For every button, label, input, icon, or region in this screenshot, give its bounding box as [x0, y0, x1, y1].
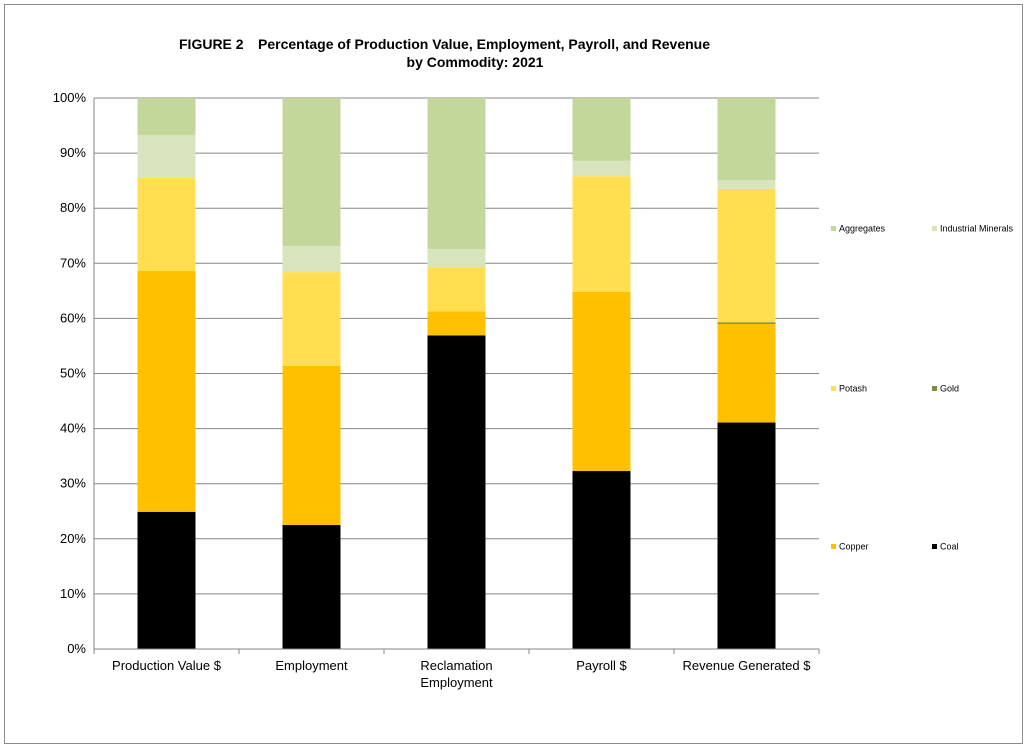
- y-tick-label: 10%: [60, 586, 86, 601]
- bar-segment-aggregates: [427, 98, 486, 249]
- bar-segment-copper: [137, 271, 196, 512]
- bar-segment-copper: [427, 311, 486, 336]
- chart-title-line1: Percentage of Production Value, Employme…: [258, 36, 710, 52]
- bar-segment-aggregates: [282, 98, 341, 247]
- bar-segment-gold: [717, 322, 776, 324]
- bar-segment-potash: [137, 177, 196, 272]
- bar-segment-industrial-minerals: [427, 248, 486, 268]
- x-category-label: Employment: [420, 675, 493, 690]
- bar-segment-coal: [717, 422, 776, 649]
- legend-label: Gold: [940, 384, 959, 394]
- bar-segment-aggregates: [717, 98, 776, 181]
- bar-segment-copper: [717, 323, 776, 423]
- y-tick-label: 60%: [60, 310, 86, 325]
- chart-frame: FIGURE 2 Percentage of Production Value,…: [4, 4, 1023, 744]
- x-category-label: Revenue Generated $: [683, 658, 812, 673]
- legend-swatch-industrial-minerals: [932, 226, 937, 231]
- figure-label: FIGURE 2: [179, 36, 244, 52]
- y-tick-label: 80%: [60, 200, 86, 215]
- y-tick-label: 0%: [67, 641, 86, 656]
- bar-segment-copper: [282, 365, 341, 526]
- legend-label: Copper: [839, 542, 869, 552]
- bar-segment-aggregates: [572, 98, 631, 161]
- y-tick-label: 40%: [60, 421, 86, 436]
- legend-swatch-coal: [932, 544, 937, 549]
- bar-segment-industrial-minerals: [282, 246, 341, 273]
- bar-segment-industrial-minerals: [137, 134, 196, 178]
- x-category-label: Production Value $: [112, 658, 222, 673]
- bar-segment-potash: [717, 188, 776, 323]
- bar-segment-potash: [572, 176, 631, 292]
- legend-label: Aggregates: [839, 224, 886, 234]
- y-tick-label: 90%: [60, 145, 86, 160]
- stacked-bar-chart: FIGURE 2 Percentage of Production Value,…: [53, 36, 1014, 690]
- bar-segment-copper: [572, 291, 631, 472]
- legend-swatch-aggregates: [831, 226, 836, 231]
- y-tick-label: 100%: [53, 90, 87, 105]
- y-tick-label: 50%: [60, 366, 86, 381]
- chart-title-line2: by Commodity: 2021: [407, 54, 544, 70]
- y-tick-label: 20%: [60, 531, 86, 546]
- x-category-label: Employment: [275, 658, 348, 673]
- bar-segment-potash: [282, 272, 341, 366]
- x-category-label: Reclamation: [420, 658, 492, 673]
- axes: 0% 10% 20% 30% 40% 50% 60% 70% 80% 90% 100% Product…: [53, 90, 820, 690]
- legend-swatch-potash: [831, 386, 836, 391]
- bar-segment-industrial-minerals: [572, 160, 631, 177]
- bars: [137, 98, 776, 649]
- legend-swatch-gold: [932, 386, 937, 391]
- legend-label: Potash: [839, 384, 867, 394]
- y-tick-label: 30%: [60, 476, 86, 491]
- bar-segment-coal: [427, 335, 486, 649]
- bar-segment-industrial-minerals: [717, 180, 776, 189]
- legend-label: Industrial Minerals: [940, 224, 1014, 234]
- y-tick-label: 70%: [60, 255, 86, 270]
- bar-segment-potash: [427, 267, 486, 312]
- bar-segment-coal: [137, 511, 196, 649]
- legend: Aggregates Industrial Minerals Potash Gold C…: [831, 224, 1014, 552]
- bar-segment-coal: [572, 471, 631, 649]
- bar-segment-coal: [282, 525, 341, 649]
- legend-swatch-copper: [831, 544, 836, 549]
- x-category-label: Payroll $: [576, 658, 627, 673]
- legend-label: Coal: [940, 542, 959, 552]
- bar-segment-aggregates: [137, 98, 196, 135]
